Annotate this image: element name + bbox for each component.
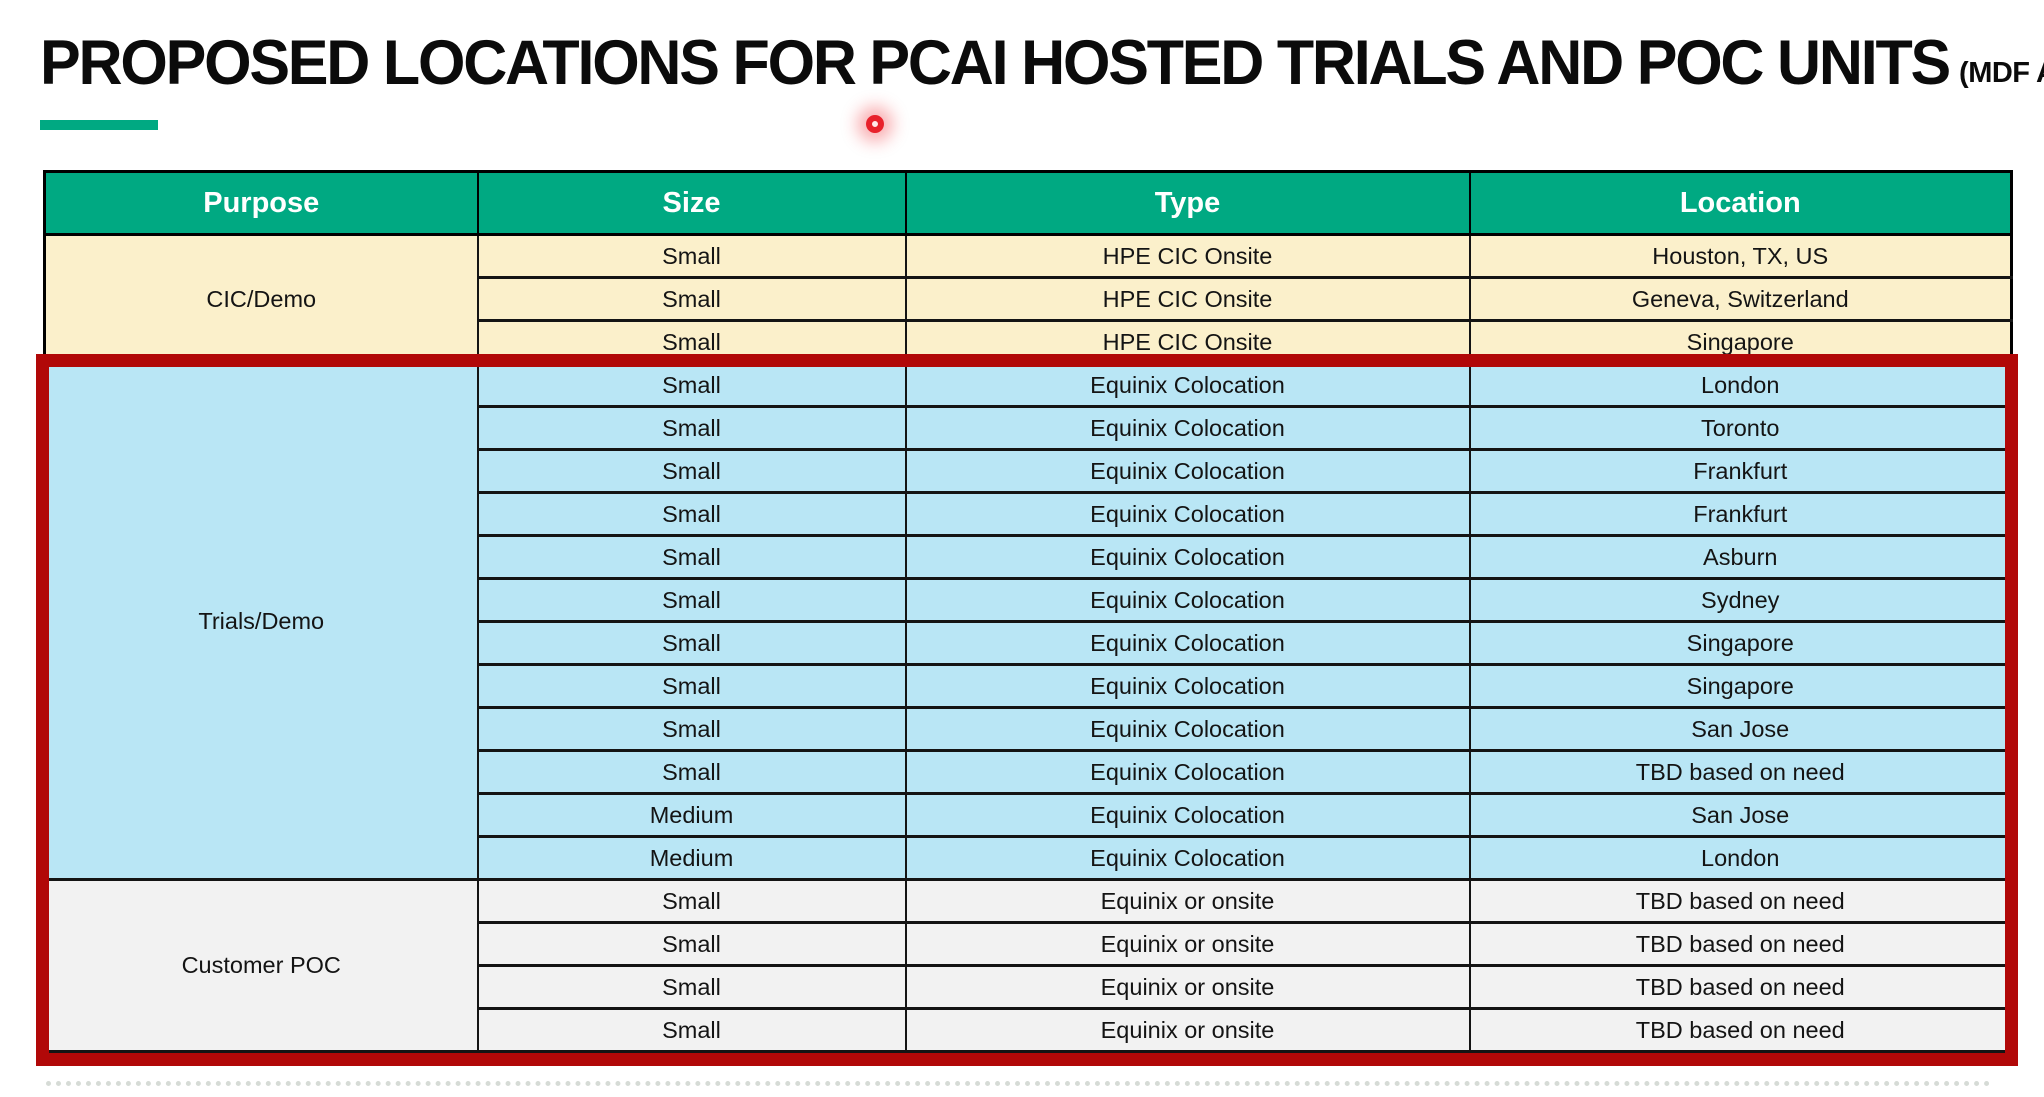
- table-row: Small Equinix Colocation Frankfurt: [45, 491, 2013, 537]
- slide-title-text: PROPOSED LOCATIONS FOR PCAI HOSTED TRIAL…: [40, 27, 1951, 98]
- table-row: Small HPE CIC Onsite Geneva, Switzerland: [45, 276, 2013, 322]
- table-cell: Small: [476, 1007, 907, 1053]
- table-cell: London: [1468, 835, 2013, 881]
- table-cell: Singapore: [1468, 319, 2013, 365]
- table-cell: Equinix Colocation: [904, 792, 1471, 838]
- table-cell: Frankfurt: [1468, 448, 2013, 494]
- table-cell: Small: [476, 921, 907, 967]
- table-cell: Equinix or onsite: [904, 921, 1471, 967]
- table-cell: Equinix Colocation: [904, 405, 1471, 451]
- header-cell-type: Type: [904, 170, 1471, 236]
- table-cell: Small: [476, 362, 907, 408]
- table-cell: Equinix Colocation: [904, 534, 1471, 580]
- table-cell: Small: [476, 878, 907, 924]
- table-cell: Sydney: [1468, 577, 2013, 623]
- table-cell: Equinix Colocation: [904, 835, 1471, 881]
- table-cell: Equinix or onsite: [904, 878, 1471, 924]
- accent-underline: [40, 120, 158, 130]
- table-row: Small Equinix Colocation Asburn: [45, 534, 2013, 580]
- table-row: Medium Equinix Colocation London: [45, 835, 2013, 881]
- table-cell: Small: [476, 448, 907, 494]
- table-cell: HPE CIC Onsite: [904, 233, 1471, 279]
- table-header-row: Purpose Size Type Location: [43, 170, 2013, 236]
- table-cell: TBD based on need: [1468, 1007, 2013, 1053]
- table-row: Small Equinix Colocation Singapore: [45, 663, 2013, 709]
- table-cell: Medium: [476, 835, 907, 881]
- table-cell: Asburn: [1468, 534, 2013, 580]
- table-cell: Small: [476, 706, 907, 752]
- table-cell: San Jose: [1468, 792, 2013, 838]
- table-cell: TBD based on need: [1468, 749, 2013, 795]
- table-cell: Equinix Colocation: [904, 706, 1471, 752]
- table-cell: Small: [476, 233, 907, 279]
- table-cell: Small: [476, 749, 907, 795]
- table-cell: TBD based on need: [1468, 964, 2013, 1010]
- table-cell: Equinix or onsite: [904, 1007, 1471, 1053]
- purpose-cell-cic-demo: CIC/Demo: [43, 233, 479, 365]
- purpose-cell-customer-poc: Customer POC: [43, 878, 479, 1053]
- slide-title: PROPOSED LOCATIONS FOR PCAI HOSTED TRIAL…: [40, 26, 2044, 98]
- placeholder-dotted-edge: [46, 1081, 1991, 1086]
- table-row: Small Equinix or onsite TBD based on nee…: [45, 1007, 2013, 1053]
- table-cell: Toronto: [1468, 405, 2013, 451]
- table-cell: Geneva, Switzerland: [1468, 276, 2013, 322]
- table-cell: Equinix Colocation: [904, 663, 1471, 709]
- table-cell: Frankfurt: [1468, 491, 2013, 537]
- table-cell: London: [1468, 362, 2013, 408]
- table-cell: Medium: [476, 792, 907, 838]
- table-cell: Equinix or onsite: [904, 964, 1471, 1010]
- table-cell: Houston, TX, US: [1468, 233, 2013, 279]
- table-cell: HPE CIC Onsite: [904, 319, 1471, 365]
- table-row: Customer POC Small Equinix or onsite TBD…: [43, 878, 2013, 1053]
- table-cell: Small: [476, 620, 907, 666]
- table-cell: Singapore: [1468, 620, 2013, 666]
- table-cell: TBD based on need: [1468, 921, 2013, 967]
- table-row: Small Equinix Colocation Singapore: [45, 620, 2013, 666]
- slide-title-suffix: (MDF APPROVED): [1959, 57, 2044, 89]
- table-row: Small Equinix Colocation Toronto: [45, 405, 2013, 451]
- table-cell: Small: [476, 491, 907, 537]
- table-row: Small Equinix Colocation TBD based on ne…: [45, 749, 2013, 795]
- table-cell: Small: [476, 319, 907, 365]
- laser-pointer-dot: [866, 115, 884, 133]
- header-cell-location: Location: [1468, 170, 2013, 236]
- table-row: Small Equinix or onsite TBD based on nee…: [45, 964, 2013, 1010]
- table-cell: San Jose: [1468, 706, 2013, 752]
- table-cell: Small: [476, 534, 907, 580]
- table-cell: Equinix Colocation: [904, 491, 1471, 537]
- table-cell: Small: [476, 577, 907, 623]
- table-cell: HPE CIC Onsite: [904, 276, 1471, 322]
- table-cell: Small: [476, 276, 907, 322]
- table-row: Trials/Demo Small Equinix Colocation Lon…: [43, 362, 2013, 881]
- table-row: Medium Equinix Colocation San Jose: [45, 792, 2013, 838]
- table-cell: TBD based on need: [1468, 878, 2013, 924]
- header-cell-purpose: Purpose: [43, 170, 479, 236]
- table-cell: Small: [476, 405, 907, 451]
- locations-table: Purpose Size Type Location CIC/Demo Smal…: [43, 170, 2013, 1053]
- purpose-cell-trials-demo: Trials/Demo: [43, 362, 479, 881]
- table-row: Small Equinix Colocation Frankfurt: [45, 448, 2013, 494]
- table-row: Small Equinix Colocation San Jose: [45, 706, 2013, 752]
- table-cell: Equinix Colocation: [904, 362, 1471, 408]
- table-cell: Equinix Colocation: [904, 448, 1471, 494]
- table-row: Small Equinix or onsite TBD based on nee…: [45, 921, 2013, 967]
- header-cell-size: Size: [476, 170, 907, 236]
- table-cell: Equinix Colocation: [904, 577, 1471, 623]
- table-cell: Singapore: [1468, 663, 2013, 709]
- table-cell: Small: [476, 964, 907, 1010]
- table-cell: Equinix Colocation: [904, 620, 1471, 666]
- table-row: CIC/Demo Small HPE CIC Onsite Houston, T…: [43, 233, 2013, 365]
- table-row: Small Equinix Colocation Sydney: [45, 577, 2013, 623]
- table-cell: Small: [476, 663, 907, 709]
- table-cell: Equinix Colocation: [904, 749, 1471, 795]
